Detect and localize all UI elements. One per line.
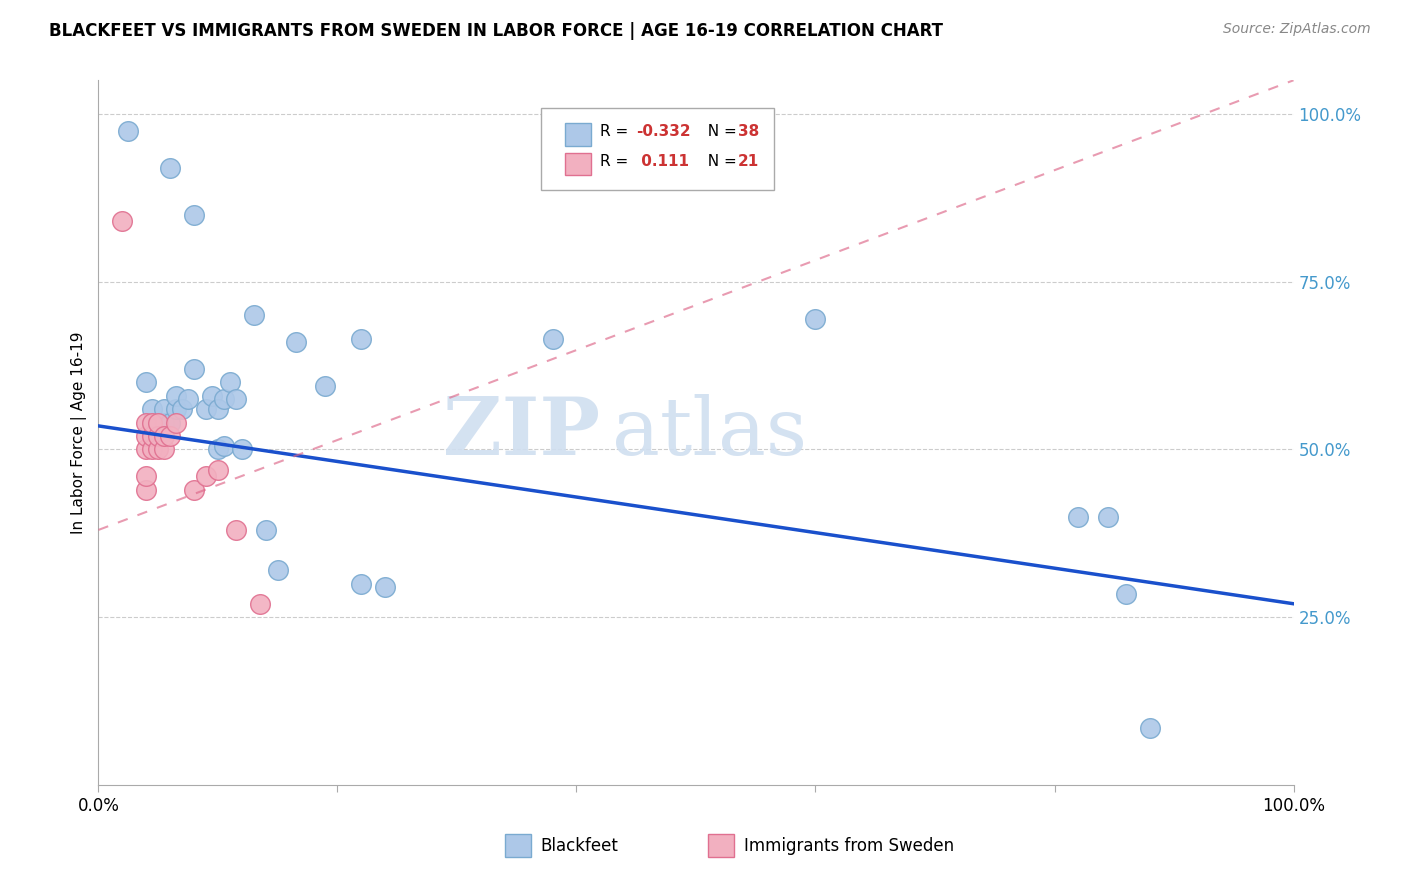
FancyBboxPatch shape [505,834,531,857]
Point [135,442,157,457]
Point [207,462,229,476]
Point [148,429,170,443]
Point [153,442,176,457]
Point [135,469,157,483]
FancyBboxPatch shape [565,123,591,145]
Point [374,580,396,594]
Point [153,429,176,443]
Text: N =: N = [699,123,742,138]
Point [183,362,205,376]
Point [225,523,247,537]
FancyBboxPatch shape [565,153,591,176]
Point [225,392,247,406]
Point [148,429,170,443]
Point [350,332,373,346]
Point [315,378,337,392]
Point [177,392,200,406]
Point [541,332,564,346]
Point [207,402,229,417]
Text: R =: R = [600,123,634,138]
Point [212,439,235,453]
Point [165,402,187,417]
Text: Immigrants from Sweden: Immigrants from Sweden [744,837,953,855]
Text: R =: R = [600,153,634,169]
Point [153,416,176,430]
Point [141,416,163,430]
Point [207,442,229,457]
Point [1097,509,1119,524]
Text: Source: ZipAtlas.com: Source: ZipAtlas.com [1223,22,1371,37]
Point [350,576,373,591]
Text: 38: 38 [738,123,759,138]
Point [141,402,163,417]
Point [195,469,218,483]
Text: Blackfeet: Blackfeet [541,837,619,855]
Point [1067,509,1090,524]
Point [212,392,235,406]
FancyBboxPatch shape [541,109,773,189]
Point [159,161,181,175]
Text: ZIP: ZIP [443,393,600,472]
Point [231,442,253,457]
Y-axis label: In Labor Force | Age 16-19: In Labor Force | Age 16-19 [72,331,87,534]
Point [159,416,181,430]
Text: 21: 21 [738,153,759,169]
Point [148,416,170,430]
Point [159,429,181,443]
Point [165,389,187,403]
Text: atlas: atlas [613,393,807,472]
Point [201,389,224,403]
FancyBboxPatch shape [709,834,734,857]
Point [254,523,277,537]
Point [135,483,157,497]
Point [219,376,242,390]
Point [1115,587,1137,601]
Text: -0.332: -0.332 [636,123,690,138]
Point [183,483,205,497]
Point [148,442,170,457]
Point [141,429,163,443]
Point [117,123,139,137]
Point [243,308,266,322]
Point [111,214,134,228]
Text: 0.111: 0.111 [636,153,689,169]
Text: N =: N = [699,153,742,169]
Point [172,402,194,417]
Point [284,334,307,349]
Point [135,416,157,430]
Point [135,376,157,390]
Point [249,597,271,611]
Point [165,416,187,430]
Point [141,416,163,430]
Point [183,207,205,221]
Point [804,311,827,326]
Text: BLACKFEET VS IMMIGRANTS FROM SWEDEN IN LABOR FORCE | AGE 16-19 CORRELATION CHART: BLACKFEET VS IMMIGRANTS FROM SWEDEN IN L… [49,22,943,40]
Point [141,442,163,457]
Point [135,429,157,443]
Point [267,563,290,577]
Point [1139,721,1161,735]
Point [195,402,218,417]
Point [153,402,176,417]
